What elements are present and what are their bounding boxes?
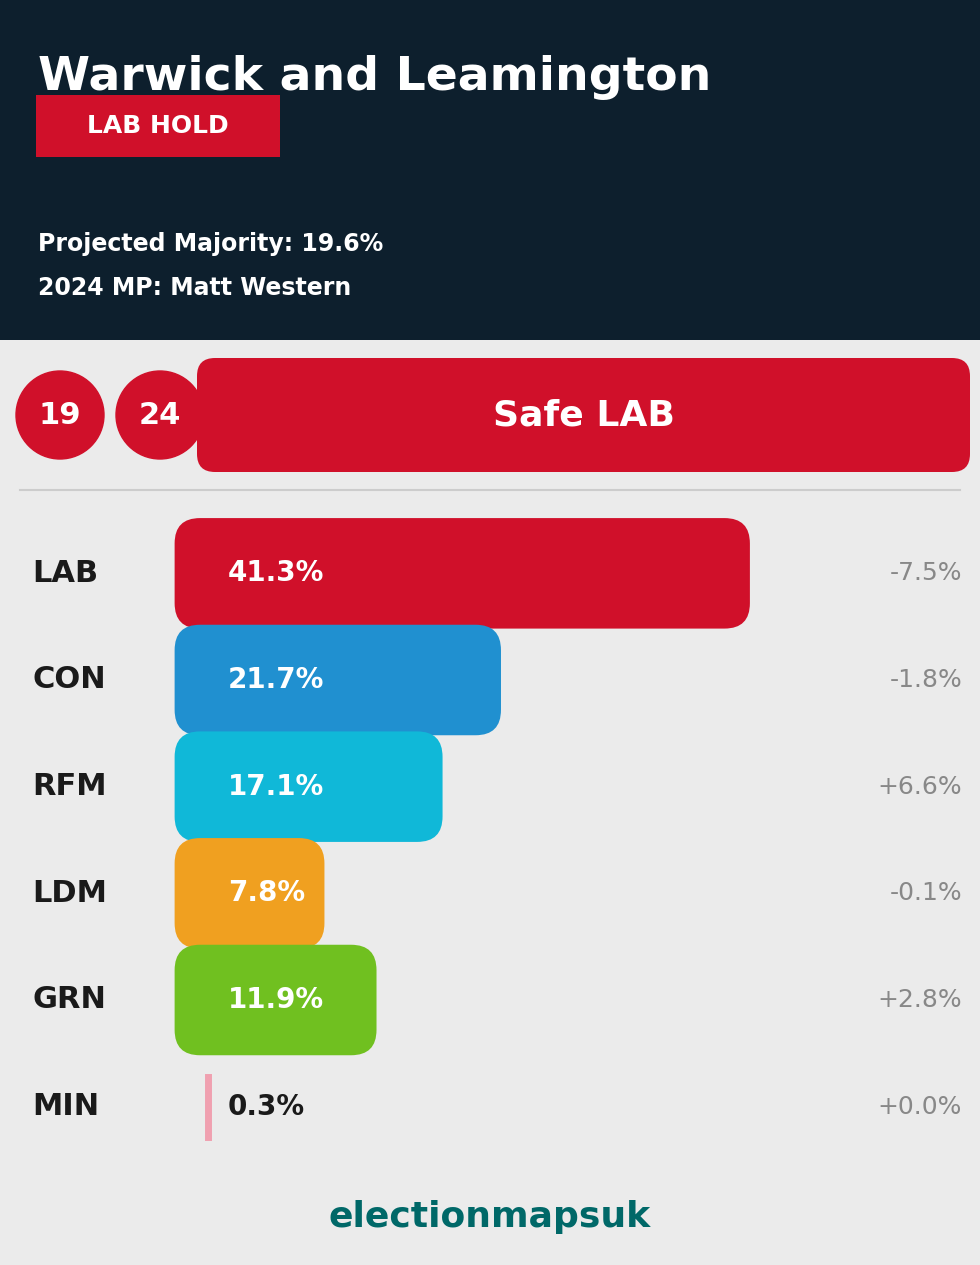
Text: 19: 19 bbox=[38, 401, 81, 430]
Text: -1.8%: -1.8% bbox=[889, 668, 962, 692]
Text: GRN: GRN bbox=[32, 985, 106, 1015]
Text: Safe LAB: Safe LAB bbox=[493, 398, 674, 433]
Text: 41.3%: 41.3% bbox=[228, 559, 324, 587]
FancyBboxPatch shape bbox=[174, 945, 376, 1055]
Text: LDM: LDM bbox=[32, 879, 107, 908]
Text: 2024 MP: Matt Western: 2024 MP: Matt Western bbox=[38, 276, 351, 300]
Text: +6.6%: +6.6% bbox=[877, 774, 962, 798]
FancyBboxPatch shape bbox=[197, 358, 970, 472]
FancyBboxPatch shape bbox=[174, 731, 443, 842]
Text: CON: CON bbox=[32, 665, 106, 694]
FancyBboxPatch shape bbox=[174, 839, 324, 949]
FancyBboxPatch shape bbox=[36, 95, 280, 157]
Bar bbox=[0, 0, 980, 340]
Text: MIN: MIN bbox=[32, 1092, 99, 1121]
Text: +0.0%: +0.0% bbox=[878, 1094, 962, 1118]
Text: RFM: RFM bbox=[32, 772, 107, 801]
Text: Projected Majority: 19.6%: Projected Majority: 19.6% bbox=[38, 231, 383, 256]
FancyBboxPatch shape bbox=[174, 625, 501, 735]
Text: +2.8%: +2.8% bbox=[877, 988, 962, 1012]
Text: electionmapsuk: electionmapsuk bbox=[329, 1200, 651, 1233]
Text: 11.9%: 11.9% bbox=[228, 985, 324, 1015]
Circle shape bbox=[116, 371, 204, 459]
Text: 17.1%: 17.1% bbox=[228, 773, 324, 801]
Text: 21.7%: 21.7% bbox=[228, 665, 324, 694]
Text: -7.5%: -7.5% bbox=[890, 562, 962, 586]
Text: LAB HOLD: LAB HOLD bbox=[87, 114, 228, 138]
Circle shape bbox=[16, 371, 104, 459]
Text: 24: 24 bbox=[139, 401, 181, 430]
Text: 0.3%: 0.3% bbox=[228, 1093, 305, 1121]
Text: LAB: LAB bbox=[32, 559, 98, 588]
FancyBboxPatch shape bbox=[174, 519, 750, 629]
Text: -0.1%: -0.1% bbox=[890, 882, 962, 906]
Text: 7.8%: 7.8% bbox=[228, 879, 305, 907]
Text: Warwick and Leamington: Warwick and Leamington bbox=[38, 54, 711, 100]
